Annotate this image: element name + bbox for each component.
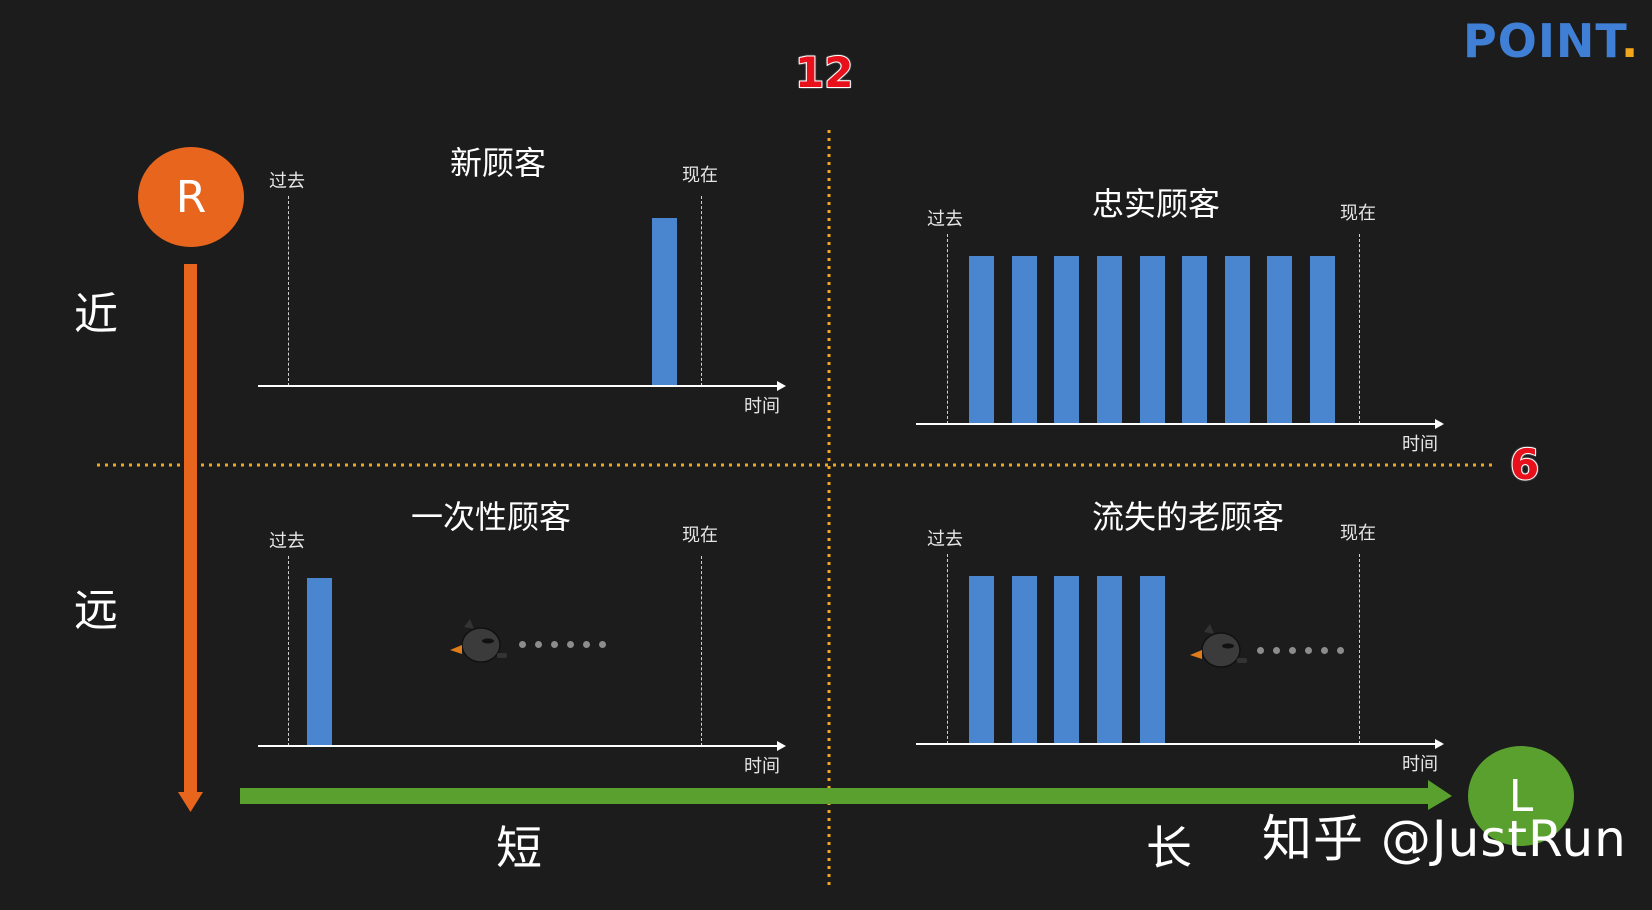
past-label: 过去	[927, 529, 963, 550]
time-axis-label: 时间	[744, 756, 780, 777]
far-label: 远	[74, 585, 118, 636]
purchase-bar	[1012, 256, 1037, 424]
trail-dot	[1337, 647, 1344, 654]
trail-dot	[1321, 647, 1328, 654]
purchase-bar	[969, 256, 994, 424]
past-marker	[288, 196, 289, 386]
time-axis-label: 时间	[1402, 754, 1438, 775]
time-axis	[258, 741, 786, 751]
bird-icon	[450, 619, 507, 663]
purchase-bar	[1182, 256, 1207, 424]
trail-dot	[1257, 647, 1264, 654]
past-label: 过去	[269, 171, 305, 192]
time-axis	[258, 381, 786, 391]
long-label: 长	[1146, 821, 1192, 875]
l-axis-arrow	[240, 780, 1452, 810]
panel-title: 一次性顾客	[411, 498, 572, 536]
l-axis-badge: L	[1468, 746, 1574, 846]
past-marker	[288, 556, 289, 746]
trail-dot	[519, 641, 526, 648]
near-label: 近	[74, 289, 118, 340]
now-marker	[1359, 234, 1360, 424]
purchase-bar	[652, 218, 677, 386]
past-marker	[947, 234, 948, 424]
past-label: 过去	[927, 209, 963, 230]
vertical-threshold-value: 12	[794, 48, 854, 97]
trail-dot	[535, 641, 542, 648]
now-label: 现在	[682, 525, 718, 546]
purchase-bar	[1097, 576, 1122, 744]
r-axis-badge: R	[138, 147, 244, 247]
purchase-bar	[969, 576, 994, 744]
purchase-bar	[1054, 576, 1079, 744]
trail-dot	[1305, 647, 1312, 654]
past-marker	[947, 554, 948, 744]
trail-dot	[599, 641, 606, 648]
panel-title: 流失的老顾客	[1092, 498, 1285, 536]
purchase-bar	[1097, 256, 1122, 424]
short-label: 短	[496, 821, 542, 875]
now-marker	[1359, 554, 1360, 744]
purchase-bar	[1012, 576, 1037, 744]
now-label: 现在	[1340, 203, 1376, 224]
purchase-bar	[1140, 256, 1165, 424]
r-axis-arrow	[178, 264, 203, 812]
now-label: 现在	[682, 165, 718, 186]
past-label: 过去	[269, 531, 305, 552]
time-axis-label: 时间	[1402, 434, 1438, 455]
time-axis-label: 时间	[744, 396, 780, 417]
now-label: 现在	[1340, 523, 1376, 544]
purchase-bar	[1225, 256, 1250, 424]
trail-dot	[583, 641, 590, 648]
bird-icon	[1190, 624, 1247, 668]
time-axis	[916, 419, 1444, 429]
purchase-bar	[1140, 576, 1165, 744]
trail-dot	[567, 641, 574, 648]
now-marker	[701, 556, 702, 746]
trail-dot	[551, 641, 558, 648]
panel-title: 忠实顾客	[1092, 185, 1221, 223]
purchase-bar	[1267, 256, 1292, 424]
watermark: 知乎 @JustRun	[1262, 810, 1627, 868]
brand-text: POINT	[1463, 14, 1621, 68]
panel-title: 新顾客	[450, 144, 547, 182]
horizontal-threshold-value: 6	[1509, 440, 1540, 489]
time-axis	[916, 739, 1444, 749]
purchase-bar	[307, 578, 332, 746]
now-marker	[701, 196, 702, 386]
brand-dot: .	[1620, 14, 1640, 68]
trail-dot	[1289, 647, 1296, 654]
brand-logo: POINT.	[1463, 18, 1639, 64]
purchase-bar	[1310, 256, 1335, 424]
purchase-bar	[1054, 256, 1079, 424]
trail-dot	[1273, 647, 1280, 654]
